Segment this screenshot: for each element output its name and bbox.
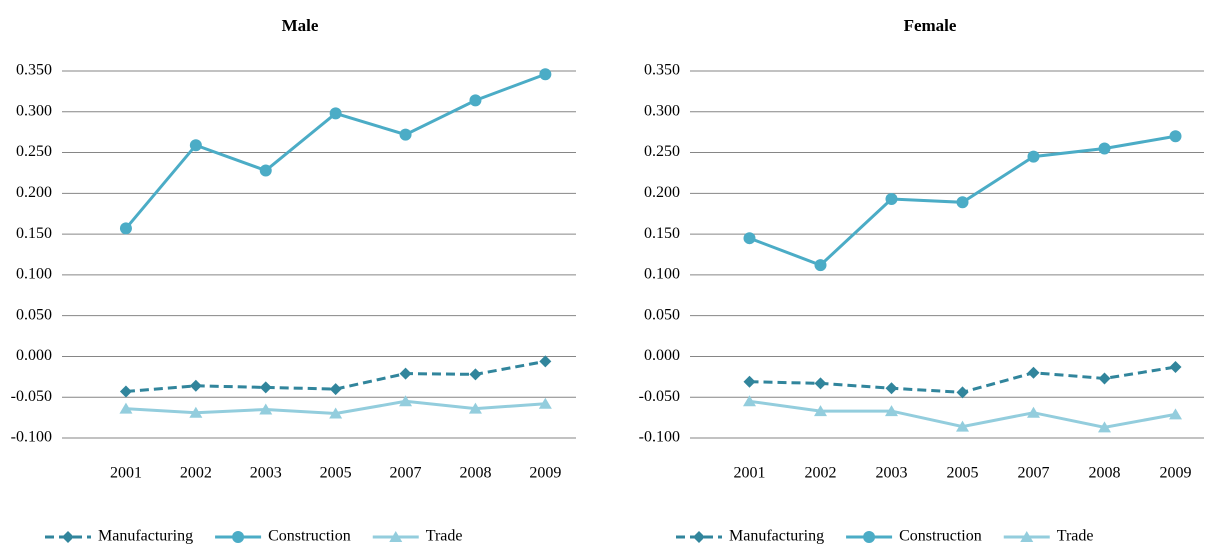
marker bbox=[814, 377, 827, 390]
marker bbox=[539, 355, 552, 368]
legend-label: Construction bbox=[268, 528, 351, 545]
marker bbox=[62, 531, 74, 543]
marker bbox=[119, 385, 132, 398]
y-tick-label: -0.050 bbox=[639, 388, 680, 405]
marker bbox=[119, 402, 133, 414]
y-tick-label: 0.300 bbox=[644, 102, 680, 119]
y-tick-label: 0.100 bbox=[16, 266, 52, 283]
marker bbox=[1169, 408, 1182, 420]
y-tick-label: 0.000 bbox=[16, 347, 52, 364]
marker bbox=[189, 406, 203, 418]
y-tick-label: 0.100 bbox=[644, 266, 680, 283]
marker bbox=[119, 222, 132, 235]
marker bbox=[1098, 372, 1111, 385]
legend-label: Manufacturing bbox=[98, 528, 193, 545]
chart-title: Male bbox=[282, 16, 319, 35]
marker bbox=[469, 368, 482, 381]
x-tick-label: 2002 bbox=[180, 465, 212, 482]
marker bbox=[329, 383, 342, 396]
marker bbox=[885, 382, 898, 395]
marker bbox=[1169, 130, 1182, 143]
marker bbox=[743, 375, 756, 388]
marker bbox=[1027, 366, 1040, 379]
marker bbox=[1027, 406, 1040, 418]
marker bbox=[399, 128, 412, 141]
x-tick-label: 2005 bbox=[320, 465, 352, 482]
marker bbox=[539, 68, 552, 81]
marker bbox=[956, 420, 969, 432]
marker bbox=[259, 164, 272, 177]
marker bbox=[885, 405, 898, 417]
y-tick-label: 0.000 bbox=[644, 347, 680, 364]
marker bbox=[1169, 361, 1182, 374]
marker bbox=[956, 386, 969, 399]
marker bbox=[329, 407, 343, 419]
x-tick-label: 2008 bbox=[1089, 465, 1121, 482]
chart-title: Female bbox=[904, 16, 957, 35]
x-tick-label: 2005 bbox=[947, 465, 979, 482]
marker bbox=[399, 395, 413, 407]
marker bbox=[469, 94, 482, 107]
y-tick-label: -0.100 bbox=[639, 429, 680, 446]
x-tick-label: 2003 bbox=[876, 465, 908, 482]
marker bbox=[693, 531, 705, 543]
x-tick-label: 2001 bbox=[110, 465, 142, 482]
marker bbox=[389, 531, 403, 542]
legend-label: Trade bbox=[426, 528, 463, 545]
legend-label: Manufacturing bbox=[729, 528, 824, 545]
marker bbox=[1027, 150, 1040, 163]
x-tick-label: 2007 bbox=[390, 465, 422, 482]
legend-label: Trade bbox=[1057, 528, 1094, 545]
marker bbox=[259, 403, 273, 415]
y-tick-label: 0.150 bbox=[644, 225, 680, 242]
marker bbox=[743, 395, 756, 407]
marker bbox=[1020, 531, 1034, 542]
x-tick-label: 2008 bbox=[459, 465, 491, 482]
y-tick-label: 0.050 bbox=[16, 306, 52, 323]
series-line bbox=[124, 72, 546, 230]
marker bbox=[468, 402, 482, 414]
y-tick-label: 0.350 bbox=[16, 62, 52, 79]
y-tick-label: 0.250 bbox=[16, 143, 52, 160]
marker bbox=[538, 397, 552, 409]
marker bbox=[259, 381, 272, 394]
y-tick-label: 0.050 bbox=[644, 306, 680, 323]
y-tick-label: -0.100 bbox=[11, 429, 52, 446]
marker bbox=[399, 367, 412, 380]
y-tick-label: -0.050 bbox=[11, 388, 52, 405]
x-tick-label: 2009 bbox=[529, 465, 561, 482]
y-tick-label: 0.300 bbox=[16, 102, 52, 119]
x-tick-label: 2009 bbox=[1160, 465, 1192, 482]
x-tick-label: 2007 bbox=[1018, 465, 1050, 482]
marker bbox=[329, 107, 342, 120]
marker bbox=[863, 531, 876, 543]
marker bbox=[189, 139, 202, 152]
y-tick-label: 0.150 bbox=[16, 225, 52, 242]
marker bbox=[956, 196, 969, 209]
marker bbox=[189, 379, 202, 392]
legend-label: Construction bbox=[899, 528, 982, 545]
marker bbox=[814, 405, 827, 417]
y-tick-label: 0.350 bbox=[644, 62, 680, 79]
marker bbox=[1098, 142, 1111, 155]
x-tick-label: 2002 bbox=[805, 465, 837, 482]
marker bbox=[1098, 421, 1111, 433]
y-tick-label: 0.200 bbox=[644, 184, 680, 201]
x-tick-label: 2001 bbox=[734, 465, 766, 482]
y-tick-label: 0.200 bbox=[16, 184, 52, 201]
marker bbox=[814, 259, 827, 272]
marker bbox=[232, 531, 245, 543]
marker bbox=[885, 193, 898, 206]
marker bbox=[743, 232, 756, 245]
x-tick-label: 2003 bbox=[250, 465, 282, 482]
y-tick-label: 0.250 bbox=[644, 143, 680, 160]
